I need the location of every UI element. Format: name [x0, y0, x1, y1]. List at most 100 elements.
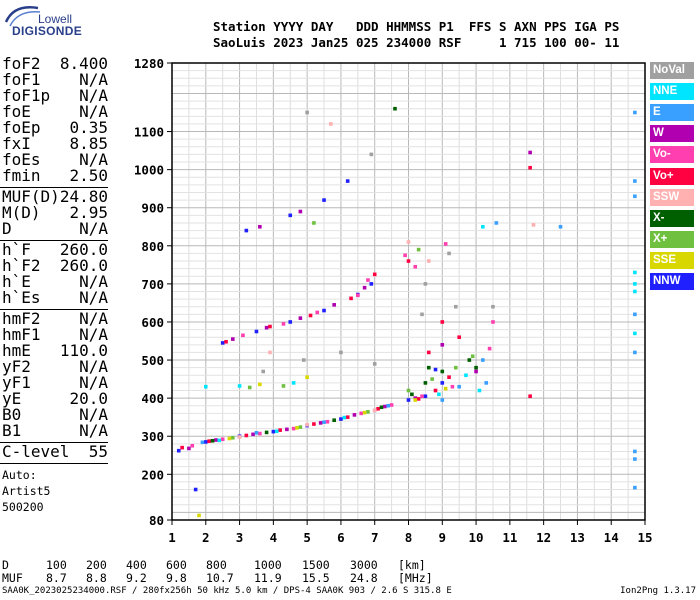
auto-scaling-line: Artist5 [2, 484, 51, 498]
version-label: Ion2Png 1.3.17 [620, 586, 696, 596]
param-label: hmE [2, 341, 31, 360]
param-label: yF1 [2, 373, 31, 392]
param-row-g3-0: h`F 260.0 [2, 242, 108, 258]
x-tick-label: 7 [371, 530, 379, 545]
data-point-e [633, 194, 637, 199]
data-point-vo- [190, 443, 195, 448]
data-point-ssw [268, 350, 272, 355]
param-value: 0.35 [69, 118, 108, 137]
data-point-noval [420, 312, 424, 317]
y-tick-label: 900 [141, 201, 164, 216]
data-point-x- [332, 418, 336, 423]
data-point-nnw [339, 417, 343, 421]
param-separator [0, 463, 108, 464]
data-point-x- [470, 354, 475, 359]
legend-item-x-: X- [650, 209, 694, 227]
digisonde-logo-swoosh-icon [4, 6, 41, 27]
x-tick-label: 15 [637, 530, 652, 545]
data-point-vo- [450, 384, 455, 389]
data-point-w [528, 150, 532, 155]
data-point-e [254, 430, 259, 435]
data-point-e [633, 457, 637, 461]
param-label: hmF2 [2, 309, 41, 328]
data-point-w [298, 316, 303, 320]
data-point-nne [217, 438, 222, 443]
param-value: N/A [79, 325, 108, 344]
data-point-x- [210, 438, 215, 443]
x-tick-label: 6 [337, 530, 345, 545]
data-point-sse [227, 436, 232, 441]
data-point-nne [477, 388, 482, 393]
param-row-g4-5: yE 20.0 [2, 391, 108, 407]
data-point-vo- [528, 394, 532, 399]
param-label: foF2 [2, 54, 41, 73]
param-row-clevel-0: C-level 55 [2, 444, 108, 460]
data-point-nne [437, 392, 441, 397]
data-point-w [318, 421, 323, 425]
data-point-e [633, 485, 637, 490]
data-point-w [251, 432, 255, 437]
footer-row-value: 15.5 [302, 571, 330, 585]
footer-row-value: 800 [206, 558, 227, 572]
data-point-nne [633, 289, 637, 294]
param-value: 24.80 [59, 187, 108, 206]
data-point-noval [491, 304, 495, 309]
data-point-noval [372, 362, 377, 366]
data-point-sse [258, 382, 262, 387]
data-point-ssw [531, 223, 536, 227]
data-point-nnw [423, 394, 428, 399]
data-point-vo- [413, 264, 418, 269]
data-point-ssw [406, 240, 411, 244]
x-tick-label: 1 [168, 530, 176, 545]
param-value: N/A [79, 70, 108, 89]
data-point-w [332, 303, 336, 307]
footer-row-value: 1000 [254, 558, 282, 572]
data-point-x- [264, 430, 269, 435]
data-point-e [200, 440, 205, 445]
data-point-e [322, 420, 326, 424]
data-point-vo- [268, 324, 272, 329]
legend-item-vo-: Vo+ [650, 167, 694, 185]
data-point-noval [447, 251, 451, 256]
data-point-e [633, 449, 637, 454]
data-point-x- [423, 381, 428, 385]
data-point-noval [305, 110, 309, 115]
y-tick-label: 700 [141, 277, 164, 292]
data-point-e [484, 381, 489, 385]
legend-item-sse: SSE [650, 251, 694, 269]
data-point-e [386, 403, 391, 408]
data-point-nne [291, 381, 296, 385]
y-tick-label: 200 [141, 467, 164, 482]
y-tick-label: 80 [149, 513, 164, 528]
data-point-w [264, 325, 269, 330]
file-info: SAA0K_2023025234000.RSF / 280fx256h 50 k… [2, 586, 452, 596]
data-point-noval [369, 152, 374, 157]
x-tick-label: 10 [469, 530, 484, 545]
data-point-w [231, 337, 235, 341]
data-point-noval [423, 282, 428, 286]
data-point-x- [454, 365, 458, 370]
data-point-vo- [491, 320, 495, 324]
data-point-vo- [220, 437, 225, 442]
param-value: N/A [79, 373, 108, 392]
param-row-g1-0: foF2 8.400 [2, 56, 108, 72]
x-tick-label: 4 [270, 530, 278, 545]
param-label: yE [2, 389, 22, 408]
x-tick-label: 11 [502, 530, 517, 545]
data-point-vo- [416, 397, 421, 401]
data-point-e [633, 312, 637, 317]
param-value: 110.0 [59, 341, 108, 360]
param-label: hmF1 [2, 325, 41, 344]
data-point-vo- [359, 411, 363, 416]
param-row-g1-3: foE N/A [2, 104, 108, 120]
x-tick-label: 8 [405, 530, 413, 545]
data-point-nne [633, 270, 637, 275]
data-point-nne [464, 373, 468, 378]
param-row-g4-3: yF2 N/A [2, 359, 108, 375]
data-point-noval [301, 358, 306, 362]
param-row-g1-2: foF1p N/A [2, 88, 108, 104]
logo-digisonde-text: DIGISONDE [12, 24, 83, 38]
legend-item-vo-: Vo- [650, 146, 694, 164]
param-label: MUF(D) [2, 187, 60, 206]
